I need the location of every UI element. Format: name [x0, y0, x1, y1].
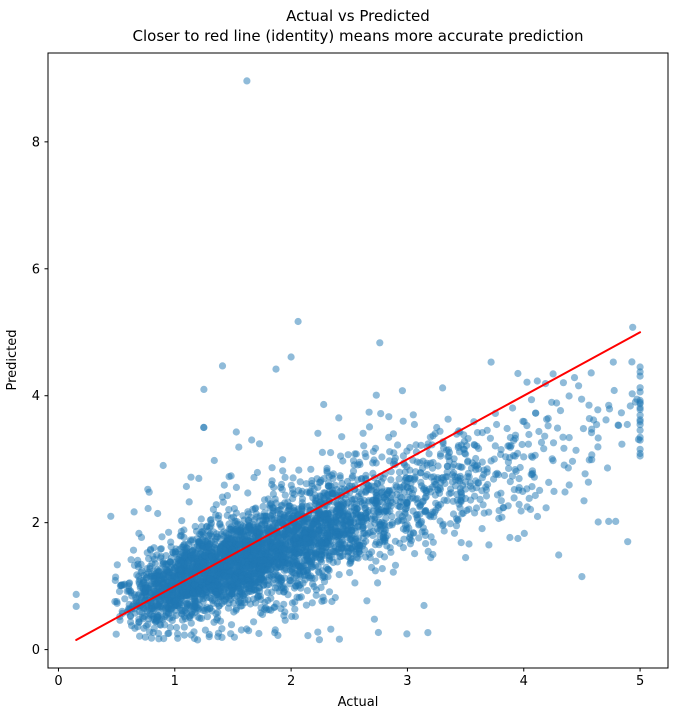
- identity-line: [75, 331, 642, 641]
- plot-area: [47, 52, 669, 669]
- y-tick-label: 0: [32, 643, 40, 658]
- y-axis-label: Predicted: [5, 329, 20, 390]
- x-tick-label: 3: [403, 674, 411, 689]
- x-axis: 0 1 2 3 4 5: [54, 668, 644, 689]
- x-tick-label: 4: [520, 674, 528, 689]
- y-tick-label: 6: [32, 262, 40, 277]
- x-tick-label: 0: [54, 674, 62, 689]
- y-tick-label: 8: [32, 135, 40, 150]
- y-tick-label: 4: [32, 389, 40, 404]
- x-tick-label: 1: [171, 674, 179, 689]
- chart-subtitle: Closer to red line (identity) means more…: [133, 27, 584, 45]
- x-tick-label: 2: [287, 674, 295, 689]
- x-tick-label: 5: [636, 674, 644, 689]
- chart-title: Actual vs Predicted: [286, 7, 430, 25]
- y-tick-label: 2: [32, 516, 40, 531]
- y-axis: 0 2 4 6 8: [32, 135, 48, 658]
- x-axis-label: Actual: [338, 695, 379, 710]
